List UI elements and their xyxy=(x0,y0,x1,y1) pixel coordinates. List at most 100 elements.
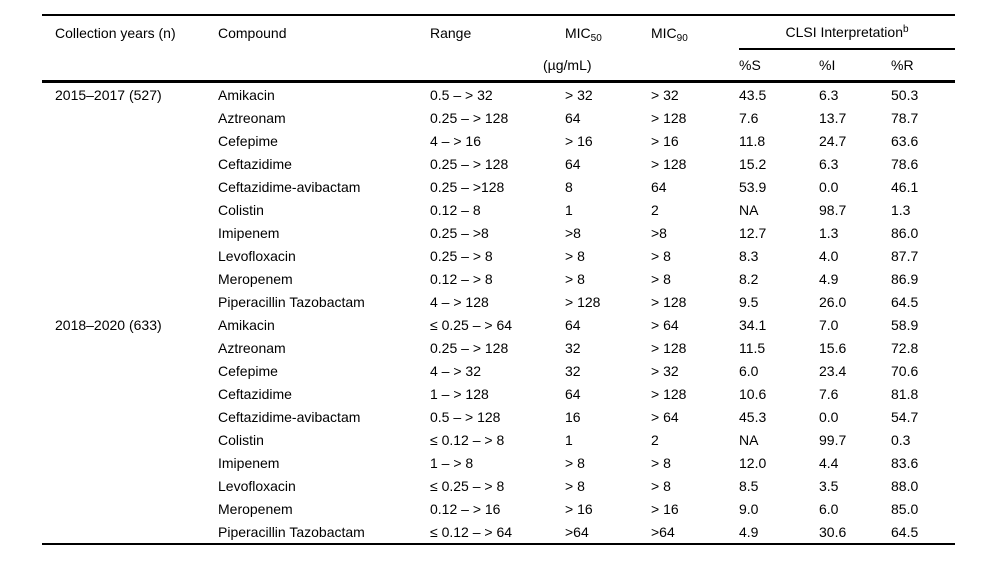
mic90-cell: > 8 xyxy=(651,477,671,494)
compound-cell: Ceftazidime xyxy=(218,155,292,172)
pct-s-cell: 45.3 xyxy=(739,408,767,425)
pct-i-cell: 6.3 xyxy=(819,155,839,172)
header-pct-s: %S xyxy=(739,49,819,83)
range-cell: 0.12 – > 8 xyxy=(430,270,493,287)
mic90-cell: > 32 xyxy=(651,86,679,103)
mic50-cell: 16 xyxy=(565,408,581,425)
pct-i-cell: 0.0 xyxy=(819,178,839,195)
collection-years-cell xyxy=(42,451,218,474)
pct-r-cell: 86.0 xyxy=(891,224,919,241)
pct-r-cell: 81.8 xyxy=(891,385,919,402)
compound-cell: Aztreonam xyxy=(218,339,286,356)
pct-r-cell: 85.0 xyxy=(891,500,919,517)
pct-r-cell: 78.7 xyxy=(891,109,919,126)
mic90-cell: > 128 xyxy=(651,385,687,402)
pct-i-cell: 99.7 xyxy=(819,431,847,448)
pct-s-cell: 4.9 xyxy=(739,523,759,540)
pct-r-cell: 72.8 xyxy=(891,339,919,356)
mic90-cell: > 8 xyxy=(651,270,671,287)
pct-i-cell: 7.6 xyxy=(819,385,839,402)
pct-s-cell: NA xyxy=(739,201,759,218)
pct-i-cell: 3.5 xyxy=(819,477,839,494)
compound-cell: Meropenem xyxy=(218,270,293,287)
range-cell: ≤ 0.25 – > 8 xyxy=(430,477,505,494)
pct-r-cell: 1.3 xyxy=(891,201,911,218)
pct-i-cell: 30.6 xyxy=(819,523,847,540)
mic90-cell: >8 xyxy=(651,224,667,241)
pct-s-cell: 11.5 xyxy=(739,339,766,356)
pct-s-cell: 11.8 xyxy=(739,132,766,149)
range-cell: 4 – > 16 xyxy=(430,132,481,149)
pct-i-cell: 0.0 xyxy=(819,408,839,425)
compound-cell: Colistin xyxy=(218,201,264,218)
table-row: Colistin 0.12 – 8 1 2 NA 98.7 1.3 xyxy=(42,198,955,221)
header-empty-4 xyxy=(651,49,739,83)
mic90-cell: > 128 xyxy=(651,109,687,126)
compound-cell: Levofloxacin xyxy=(218,477,296,494)
clsi-footnote-marker: b xyxy=(902,24,909,35)
range-cell: ≤ 0.12 – > 8 xyxy=(430,431,505,448)
table-row: 2018–2020 (633) Amikacin ≤ 0.25 – > 64 64 > … xyxy=(42,313,955,336)
collection-years-cell xyxy=(42,359,218,382)
pct-i-cell: 13.7 xyxy=(819,109,847,126)
pct-s-cell: 8.5 xyxy=(739,477,759,494)
collection-years-cell xyxy=(42,175,218,198)
pct-r-cell: 46.1 xyxy=(891,178,919,195)
table-row: Piperacillin Tazobactam 4 – > 128 > 128 > 1… xyxy=(42,290,955,313)
collection-years-cell: 2015–2017 (527) xyxy=(55,86,162,103)
mic50-cell: > 8 xyxy=(565,454,585,471)
compound-cell: Ceftazidime xyxy=(218,385,292,402)
pct-r-cell: 83.6 xyxy=(891,454,919,471)
compound-cell: Ceftazidime-avibactam xyxy=(218,408,361,425)
table-row: Ceftazidime 1 – > 128 64 > 128 10.6 7.6 81.8 xyxy=(42,382,955,405)
header-compound: Compound xyxy=(218,24,287,41)
table-row: Ceftazidime-avibactam 0.5 – > 128 16 > 64 45… xyxy=(42,405,955,428)
range-cell: ≤ 0.25 – > 64 xyxy=(430,316,513,333)
mic90-cell: > 64 xyxy=(651,408,679,425)
pct-i-cell: 6.3 xyxy=(819,86,839,103)
mic50-cell: > 8 xyxy=(565,247,585,264)
pct-i-cell: 24.7 xyxy=(819,132,847,149)
mic50-cell: >64 xyxy=(565,523,589,540)
compound-cell: Imipenem xyxy=(218,224,280,241)
range-cell: 1 – > 128 xyxy=(430,385,489,402)
compound-cell: Levofloxacin xyxy=(218,247,296,264)
header-row-2: (µg/mL) %S %I %R xyxy=(42,49,956,83)
pct-r-cell: 63.6 xyxy=(891,132,919,149)
collection-years-cell xyxy=(42,152,218,175)
collection-years-cell xyxy=(42,405,218,428)
pct-s-cell: 6.0 xyxy=(739,362,759,379)
mic90-cell: > 8 xyxy=(651,454,671,471)
compound-cell: Amikacin xyxy=(218,86,275,103)
header-empty-1 xyxy=(42,49,218,83)
mic50-cell: 64 xyxy=(565,316,581,333)
range-cell: 0.25 – > 128 xyxy=(430,109,509,126)
range-cell: 4 – > 128 xyxy=(430,293,489,310)
collection-years-cell xyxy=(42,497,218,520)
range-cell: 0.25 – > 128 xyxy=(430,339,509,356)
compound-cell: Colistin xyxy=(218,431,264,448)
mic90-cell: > 16 xyxy=(651,500,679,517)
mic50-cell: > 16 xyxy=(565,132,593,149)
pct-i-cell: 15.6 xyxy=(819,339,847,356)
collection-years-cell xyxy=(42,520,218,544)
range-cell: 4 – > 32 xyxy=(430,362,481,379)
collection-years-cell xyxy=(42,221,218,244)
mic50-cell: > 8 xyxy=(565,477,585,494)
pct-r-cell: 64.5 xyxy=(891,293,919,310)
range-cell: 0.25 – >8 xyxy=(430,224,489,241)
mic50-label: MIC xyxy=(565,24,591,41)
pct-i-cell: 4.4 xyxy=(819,454,839,471)
mic50-cell: 32 xyxy=(565,362,581,379)
mic50-subscript: 50 xyxy=(590,32,602,44)
pct-r-cell: 0.3 xyxy=(891,431,911,448)
pct-i-cell: 23.4 xyxy=(819,362,847,379)
table-row: Aztreonam 0.25 – > 128 32 > 128 11.5 15.6 72.8 xyxy=(42,336,955,359)
header-mic50: MIC50 xyxy=(565,15,651,49)
mic50-cell: 64 xyxy=(565,155,581,172)
mic50-cell: > 8 xyxy=(565,270,585,287)
pct-s-cell: 9.5 xyxy=(739,293,759,310)
pct-r-cell: 88.0 xyxy=(891,477,919,494)
pct-s-cell: 10.6 xyxy=(739,385,767,402)
